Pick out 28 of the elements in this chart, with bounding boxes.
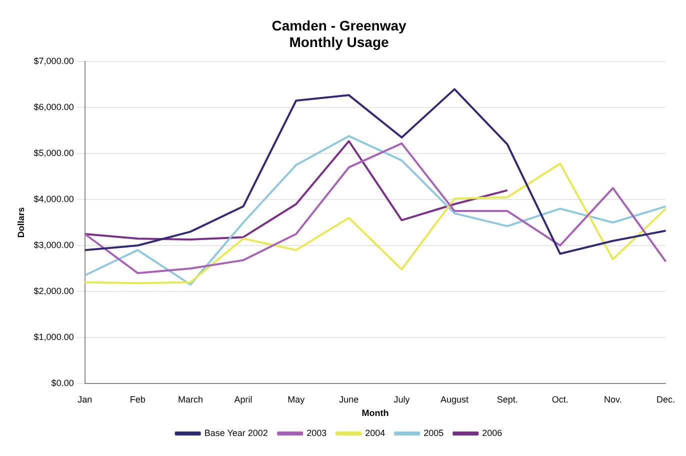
x-tick-label: May xyxy=(288,394,306,404)
x-tick-label: July xyxy=(394,394,410,404)
chart-title: Camden - Greenway Monthly Usage xyxy=(272,17,407,50)
y-tick-label: $7,000.00 xyxy=(34,56,74,66)
x-tick-label: Dec. xyxy=(656,394,676,404)
x-tick-label: Jan xyxy=(78,394,92,404)
legend-label: 2003 xyxy=(306,428,327,438)
legend-label: 2004 xyxy=(365,428,386,438)
y-tick-label: $5,000.00 xyxy=(34,148,74,158)
legend-label: 2005 xyxy=(424,428,444,438)
x-tick-label: April xyxy=(234,394,252,404)
y-tick-label: $3,000.00 xyxy=(34,240,74,250)
y-axis-title: Dollars xyxy=(16,207,26,238)
x-tick-label: Nov. xyxy=(604,394,622,404)
x-tick-label: March xyxy=(178,394,203,404)
x-axis-title: Month xyxy=(362,408,389,418)
y-tick-label: $6,000.00 xyxy=(34,102,74,112)
x-tick-label: Sept. xyxy=(496,394,518,404)
x-tick-label: Oct. xyxy=(552,394,568,404)
y-tick-label: $1,000.00 xyxy=(34,332,74,342)
y-tick-label: $2,000.00 xyxy=(34,286,74,296)
x-tick-label: June xyxy=(339,394,359,404)
x-tick-label: August xyxy=(440,394,470,404)
legend-label: 2006 xyxy=(482,428,502,438)
x-tick-label: Feb xyxy=(130,394,146,404)
legend-label: Base Year 2002 xyxy=(204,428,268,438)
y-tick-label: $0.00 xyxy=(51,378,74,388)
y-tick-label: $4,000.00 xyxy=(34,194,74,204)
